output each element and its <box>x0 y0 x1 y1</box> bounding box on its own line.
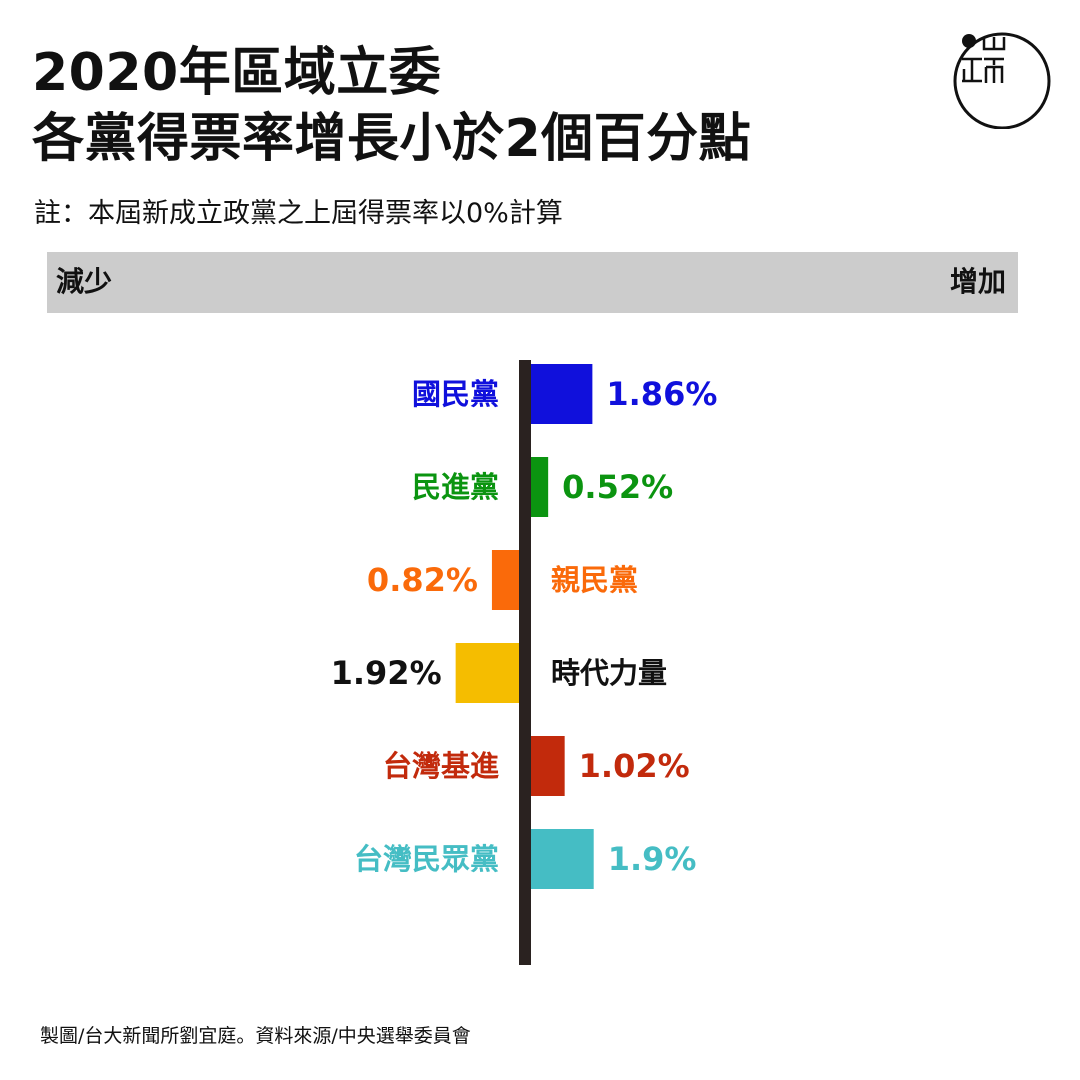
bar <box>531 736 565 796</box>
title-line-2: 各黨得票率增長小於2個百分點 <box>32 109 752 169</box>
source-credit: 製圖/台大新聞所劉宜庭。資料來源/中央選舉委員會 <box>40 1025 471 1047</box>
category-label: 親民黨 <box>551 563 638 597</box>
category-label: 台灣民眾黨 <box>354 842 499 876</box>
chart-note: 註：本屆新成立政黨之上屆得票率以0%計算 <box>34 198 563 229</box>
bar <box>531 364 593 424</box>
category-label: 台灣基進 <box>383 749 499 783</box>
decrease-label: 減少 <box>56 265 113 298</box>
category-label: 時代力量 <box>551 656 667 690</box>
bar <box>491 550 519 610</box>
bar <box>531 829 594 889</box>
data-label: 1.92% <box>331 654 442 692</box>
data-label: 1.9% <box>608 840 697 878</box>
bar <box>531 457 549 517</box>
chart-title: 2020年區域立委 各黨得票率增長小於2個百分點 <box>32 40 751 172</box>
diverging-bar-chart: 1.86% 國民黨 0.52% 民進黨 0.82% 親民黨 1.92% 時代力量 1.02% 台灣… <box>331 360 717 965</box>
data-label: 1.86% <box>606 375 717 413</box>
data-label: 0.52% <box>562 468 673 506</box>
zero-axis <box>519 360 531 965</box>
data-label: 0.82% <box>367 561 478 599</box>
increase-label: 增加 <box>949 265 1006 298</box>
initium-logo-icon <box>953 32 1051 129</box>
category-label: 國民黨 <box>412 377 499 411</box>
bar <box>455 643 519 703</box>
direction-band: 減少 增加 <box>47 252 1018 313</box>
data-label: 1.02% <box>579 747 690 785</box>
category-label: 民進黨 <box>412 470 499 504</box>
title-line-1: 2020年區域立委 <box>32 43 442 103</box>
